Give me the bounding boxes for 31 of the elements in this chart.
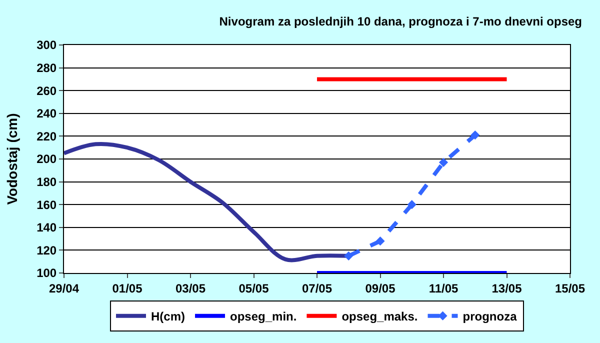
x-tick-label: 03/05 bbox=[175, 281, 206, 296]
y-tick-label: 120 bbox=[36, 243, 57, 258]
point bbox=[470, 130, 480, 140]
point bbox=[407, 200, 416, 210]
legend-label: opseg_maks. bbox=[342, 310, 418, 324]
x-tick-label: 07/05 bbox=[302, 281, 332, 296]
y-tick-label: 160 bbox=[36, 198, 57, 212]
x-tick-label: 13/05 bbox=[492, 281, 522, 296]
y-tick-label: 140 bbox=[36, 220, 57, 235]
y-tick-label: 280 bbox=[36, 61, 57, 75]
y-tick-label: 180 bbox=[36, 175, 57, 189]
x-tick-label: 11/05 bbox=[428, 281, 459, 296]
legend-label: prognoza bbox=[462, 310, 518, 324]
legend-label: opseg_min. bbox=[230, 310, 297, 324]
y-tick-label: 300 bbox=[36, 38, 57, 52]
x-tick-label: 01/05 bbox=[112, 281, 143, 296]
chart-title: Nivogram za poslednjih 10 dana, prognoza i 7-mo dnevni opseg bbox=[219, 14, 582, 29]
x-tick-label: 09/05 bbox=[365, 281, 396, 296]
point bbox=[376, 236, 385, 246]
y-axis-title: Vodostaj (cm) bbox=[4, 113, 20, 205]
y-tick-label: 240 bbox=[36, 106, 57, 121]
point bbox=[438, 158, 448, 167]
point bbox=[344, 251, 354, 260]
y-tick-label: 220 bbox=[36, 129, 57, 144]
x-tick-label: 29/04 bbox=[48, 281, 80, 296]
x-tick-label: 05/05 bbox=[238, 281, 270, 296]
y-tick-label: 260 bbox=[36, 84, 57, 98]
legend-label: H(cm) bbox=[151, 310, 186, 324]
y-tick-label: 100 bbox=[36, 266, 57, 280]
x-tick-label: 15/05 bbox=[554, 281, 586, 296]
y-tick-label: 200 bbox=[36, 152, 57, 166]
